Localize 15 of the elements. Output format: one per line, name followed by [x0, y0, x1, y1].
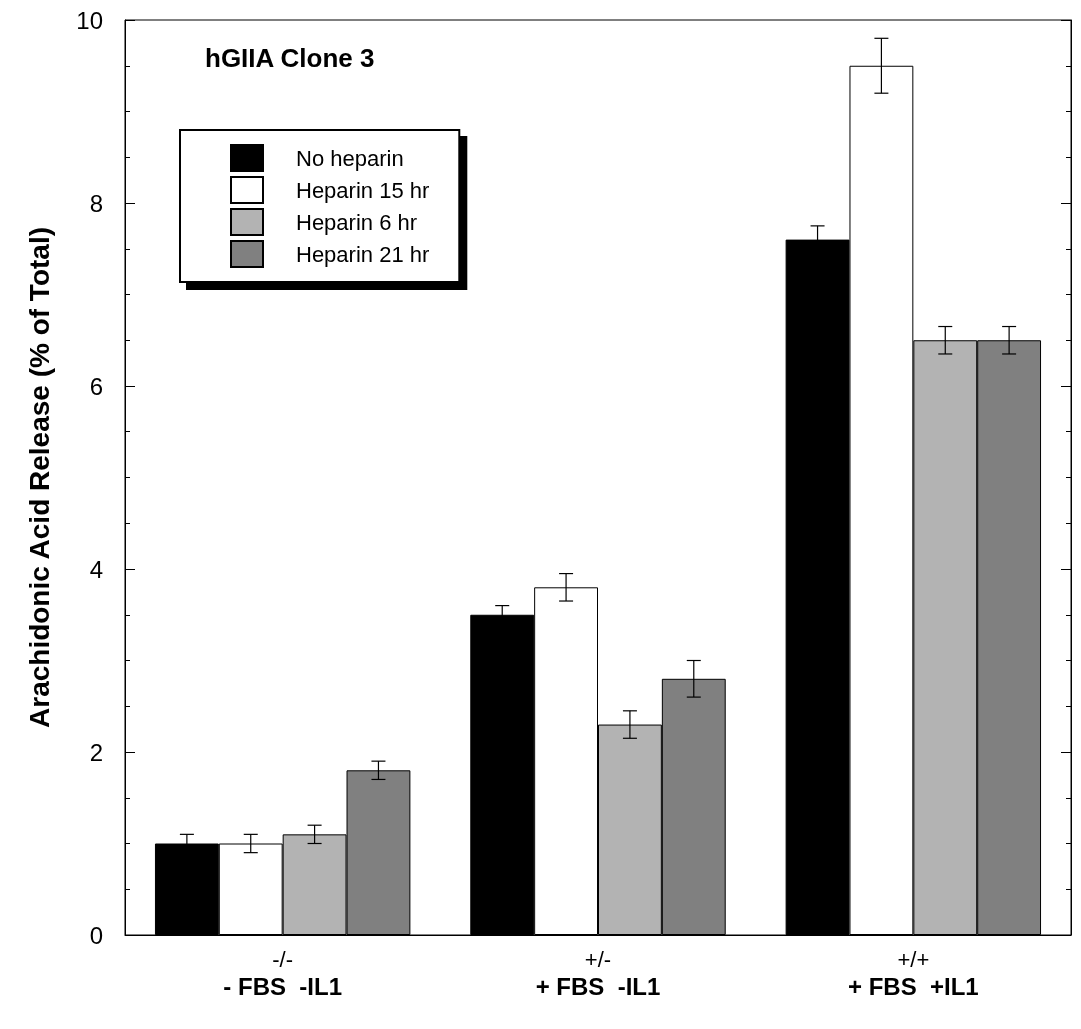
y-tick-label: 2 [89, 738, 103, 766]
legend-label: Heparin 6 hr [296, 209, 418, 235]
x-tick-label: -/- - FBS -IL1 [223, 946, 342, 1000]
y-tick-label: 0 [89, 921, 103, 949]
x-tick-label: +/- + FBS -IL1 [535, 946, 661, 1000]
legend-label: Heparin 15 hr [296, 177, 430, 203]
y-tick-label: 10 [76, 6, 103, 34]
y-tick-label: 6 [89, 372, 103, 400]
y-axis-title: Arachidonic Acid Release (% of Total) [23, 227, 55, 728]
x-tick-label: +/+ + FBS +IL1 [847, 946, 979, 1000]
legend-label: Heparin 21 hr [296, 241, 430, 267]
y-tick-label: 8 [89, 189, 103, 217]
y-tick-label: 4 [89, 555, 103, 583]
text: hGIIA Clone 3 [205, 43, 375, 73]
legend-label: No heparin [296, 145, 404, 171]
